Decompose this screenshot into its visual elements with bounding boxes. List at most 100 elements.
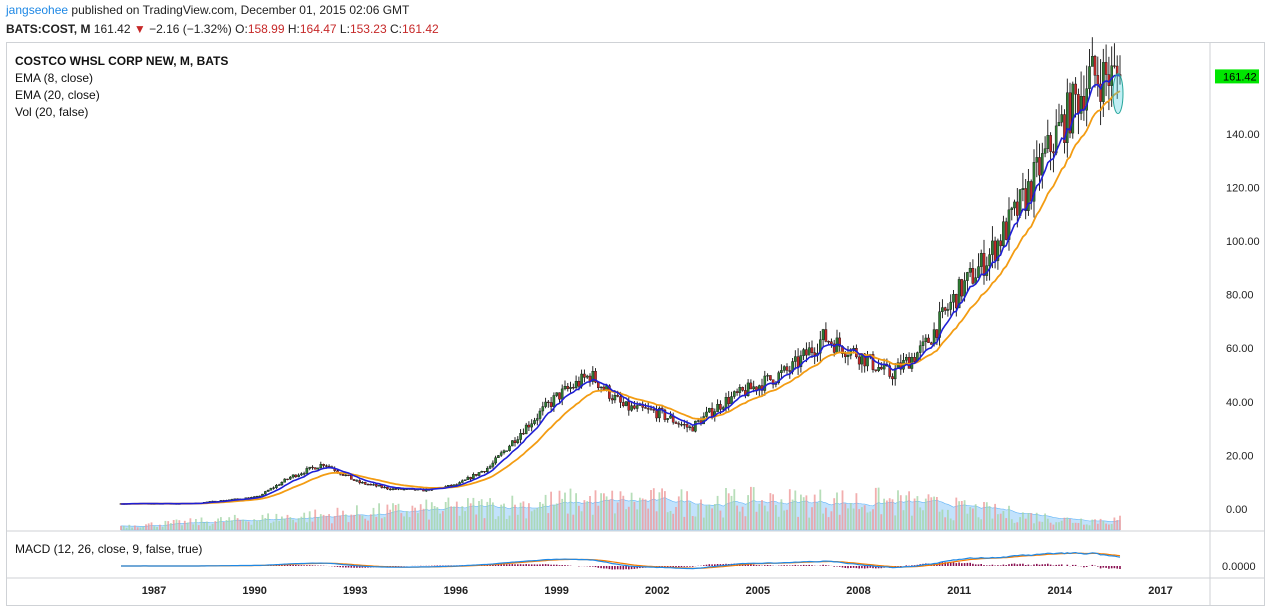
candle-body: [499, 452, 503, 456]
macd-histogram-bar: [281, 565, 283, 566]
price-tick-label: 0.00: [1226, 504, 1247, 516]
candle-body: [505, 450, 509, 452]
volume-bar: [583, 500, 586, 530]
macd-histogram-bar: [1060, 564, 1063, 566]
volume-bar: [164, 520, 167, 530]
volume-bar: [367, 520, 369, 530]
time-tick-label: 1993: [343, 585, 367, 597]
macd-histogram-bar: [500, 564, 502, 566]
volume-bar: [719, 510, 722, 530]
volume-bar: [977, 517, 980, 530]
volume-bar: [711, 508, 713, 530]
candle-body: [735, 391, 739, 393]
legend-ema20[interactable]: EMA (20, close): [15, 88, 100, 102]
macd-histogram-bar: [1072, 564, 1074, 566]
volume-bar: [641, 498, 644, 530]
chart-legend: COSTCO WHSL CORP NEW, M, BATS EMA (8, cl…: [15, 53, 228, 121]
volume-bar: [436, 507, 439, 530]
volume-bar: [430, 502, 433, 530]
legend-volume[interactable]: Vol (20, false): [15, 105, 89, 119]
volume-bar: [1108, 524, 1110, 530]
candle-body: [646, 408, 650, 410]
volume-bar: [705, 505, 708, 530]
macd-histogram-bar: [619, 566, 622, 570]
volume-bar: [486, 501, 489, 530]
volume-bar: [247, 521, 250, 530]
volume-bar: [636, 509, 639, 530]
volume-bar: [866, 512, 869, 530]
chart-frame[interactable]: [6, 42, 1265, 606]
candle-body: [821, 329, 825, 341]
volume-bar: [1024, 518, 1027, 530]
candle-body: [794, 356, 797, 362]
candle-body: [391, 488, 395, 491]
macd-histogram-bar: [783, 565, 785, 566]
legend-ema8[interactable]: EMA (8, close): [15, 71, 94, 85]
author-link[interactable]: jangseohee: [6, 3, 69, 17]
volume-bar: [616, 502, 619, 530]
macd-histogram-bar: [769, 565, 772, 566]
volume-bar: [314, 509, 317, 530]
volume-bar: [264, 518, 267, 530]
macd-histogram-bar: [716, 564, 719, 566]
candle-body: [622, 402, 625, 406]
volume-bar: [417, 513, 419, 530]
volume-bar: [838, 514, 841, 530]
volume-bar: [494, 519, 497, 530]
macd-histogram-bar: [1008, 564, 1010, 566]
candle-body: [741, 387, 744, 391]
candle-body: [597, 382, 600, 389]
volume-bar: [478, 501, 480, 530]
candle-body: [1096, 75, 1100, 85]
low-label: L:: [339, 22, 350, 36]
candle-body: [472, 474, 475, 480]
volume-bar: [558, 490, 561, 530]
candle-body: [669, 415, 672, 419]
candle-body: [927, 337, 930, 343]
candle-body: [305, 468, 309, 474]
volume-bar: [761, 500, 763, 530]
candle-body: [719, 404, 722, 410]
candle-body: [347, 474, 350, 477]
macd-histogram-bar: [683, 566, 686, 567]
volume-bar: [383, 517, 386, 530]
macd-histogram-bar: [561, 565, 563, 566]
candle-body: [982, 252, 986, 276]
volume-bar: [136, 527, 139, 530]
volume-bar: [245, 521, 247, 530]
macd-histogram-bar: [949, 562, 952, 566]
candle-body: [591, 371, 595, 382]
candle-body: [1046, 135, 1050, 149]
candle-body: [1093, 56, 1097, 76]
candle-body: [511, 440, 514, 447]
candle-body: [893, 368, 897, 380]
volume-bar: [294, 522, 297, 530]
volume-bar: [455, 501, 458, 530]
volume-bar: [272, 521, 275, 530]
volume-bar: [350, 514, 353, 530]
candle-body: [477, 472, 481, 476]
volume-bar: [763, 505, 766, 530]
candle-body: [863, 353, 866, 367]
volume-bar: [547, 513, 550, 530]
volume-bar: [750, 486, 752, 530]
macd-histogram-bar: [952, 562, 955, 566]
volume-bar: [397, 503, 400, 530]
macd-histogram-bar: [1019, 563, 1021, 566]
macd-histogram-bar: [802, 564, 805, 566]
volume-bar: [1110, 524, 1113, 530]
macd-legend[interactable]: MACD (12, 26, close, 9, false, true): [15, 542, 203, 556]
volume-bar: [322, 514, 325, 530]
volume-bar: [461, 506, 464, 530]
candle-body: [594, 371, 597, 383]
volume-bar: [622, 495, 625, 530]
candle-body: [633, 405, 636, 409]
volume-bar: [378, 503, 380, 530]
macd-histogram-bar: [1102, 566, 1105, 568]
volume-bar: [380, 518, 383, 530]
candle-body: [266, 490, 270, 492]
volume-bar: [358, 514, 361, 530]
volume-bar: [689, 502, 691, 530]
candle-body: [516, 439, 520, 443]
